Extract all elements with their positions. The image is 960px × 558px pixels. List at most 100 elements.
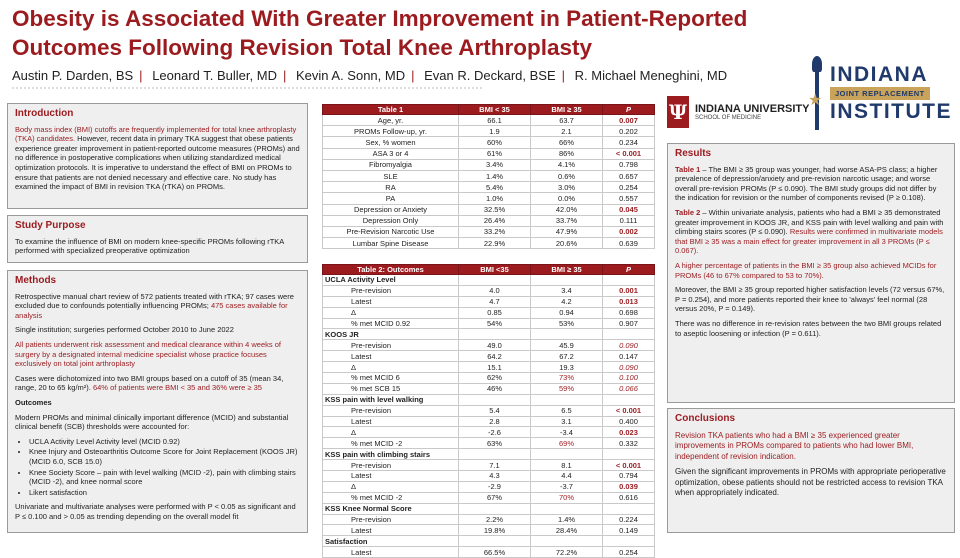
column-header: P: [602, 264, 655, 275]
bmi-ge-35-value: 72.2%: [530, 546, 603, 558]
p-value: 0.224: [602, 513, 655, 526]
empty-cell: [458, 393, 531, 406]
section-row: KSS Knee Normal Score: [322, 502, 655, 515]
empty-cell: [602, 535, 655, 548]
p-value: 0.254: [602, 181, 655, 194]
row-label: Latest: [322, 350, 459, 363]
empty-cell: [602, 328, 655, 341]
author-list: Austin P. Darden, BS | Leonard T. Buller,…: [12, 68, 728, 83]
results-highlight: A higher percentage of patients in the B…: [675, 260, 937, 280]
p-value: 0.798: [602, 158, 655, 171]
bmi-lt-35-value: 4.7: [458, 295, 531, 308]
section-title: KOOS JR: [322, 328, 459, 341]
author: Kevin A. Sonn, MD: [295, 68, 406, 83]
bmi-ge-35-value: 6.5: [530, 404, 603, 417]
row-label: Δ: [322, 306, 459, 319]
table-row: Δ 0.85 0.94 0.698: [322, 306, 655, 319]
author: Evan R. Deckard, BSE: [424, 68, 556, 83]
empty-cell: [602, 274, 655, 286]
table-row: Latest 2.8 3.1 0.400: [322, 415, 655, 428]
section-title: UCLA Activity Level: [322, 274, 459, 286]
bmi-ge-35-value: 0.0%: [530, 192, 603, 205]
bmi-ge-35-value: 1.4%: [530, 513, 603, 526]
bmi-lt-35-value: 33.2%: [458, 225, 531, 239]
empty-cell: [530, 448, 603, 461]
results-highlight: Results were confirmed in multivariate m…: [675, 227, 943, 256]
p-value: < 0.001: [602, 459, 655, 472]
column-header: BMI <35: [458, 264, 531, 275]
results-text: – The BMI ≥ 35 group was younger, had wo…: [675, 164, 938, 203]
p-value: 0.202: [602, 125, 655, 138]
bmi-lt-35-value: 32.5%: [458, 203, 531, 216]
row-label: % met MCID -2: [322, 437, 459, 450]
bmi-lt-35-value: 67%: [458, 491, 531, 504]
bmi-ge-35-value: 3.4: [530, 284, 603, 297]
table-row: Sex, % women 60% 66% 0.234: [322, 136, 655, 149]
section-row: UCLA Activity Level: [322, 274, 655, 286]
section-row: KOOS JR: [322, 328, 655, 341]
row-label: % met MCID 0.92: [322, 317, 459, 330]
methods-text: Univariate and multivariate analyses wer…: [15, 502, 296, 521]
p-value: 0.616: [602, 491, 655, 504]
bmi-ge-35-value: 8.1: [530, 459, 603, 472]
row-label: Depression or Anxiety: [322, 203, 459, 216]
intro-text: However, recent data in primary TKA sugg…: [15, 134, 300, 192]
table-row: PA 1.0% 0.0% 0.557: [322, 192, 655, 205]
iu-school: SCHOOL OF MEDICINE: [695, 115, 762, 121]
section-heading: Results: [675, 148, 712, 159]
logo-text: INDIANA: [830, 62, 928, 86]
methods-text: Modern PROMs and minimal clinically impo…: [15, 412, 289, 432]
bmi-ge-35-value: 28.4%: [530, 524, 603, 537]
bmi-lt-35-value: 1.9: [458, 125, 531, 138]
section-row: KSS pain with level walking: [322, 393, 655, 406]
row-label: Latest: [322, 470, 459, 482]
bmi-ge-35-value: 42.0%: [530, 203, 603, 216]
bmi-ge-35-value: 86%: [530, 147, 603, 160]
column-header: Table 1: [322, 104, 459, 115]
p-value: 0.090: [602, 339, 655, 352]
introduction-section: Introduction Body mass index (BMI) cutof…: [7, 103, 308, 209]
row-label: Pre-revision: [322, 284, 459, 297]
bmi-lt-35-value: 5.4%: [458, 181, 531, 194]
section-title: Satisfaction: [322, 535, 459, 548]
table-row: Depression Only 26.4% 33.7% 0.111: [322, 214, 655, 227]
p-value: 0.557: [602, 192, 655, 205]
p-value: 0.045: [602, 203, 655, 216]
bmi-ge-35-value: 47.9%: [530, 225, 603, 239]
bmi-lt-35-value: 63%: [458, 437, 531, 450]
row-label: % met MCID 6: [322, 372, 459, 384]
affiliations-line: [12, 87, 482, 90]
torch-icon: ★: [808, 56, 824, 130]
bmi-ge-35-value: 69%: [530, 437, 603, 450]
section-heading: Methods: [15, 275, 57, 286]
outcomes-list: UCLA Activity Level Activity level (MCID…: [29, 437, 300, 498]
bmi-lt-35-value: 15.1: [458, 361, 531, 374]
bmi-ge-35-value: 3.0%: [530, 181, 603, 194]
poster-title: Obesity is Associated With Greater Impro…: [12, 6, 748, 60]
p-value: 0.039: [602, 480, 655, 493]
table-row: PROMs Follow-up, yr. 1.9 2.1 0.202: [322, 125, 655, 138]
empty-cell: [530, 328, 603, 341]
table-row: Depression or Anxiety 32.5% 42.0% 0.045: [322, 203, 655, 216]
purpose-text: To examine the influence of BMI on moder…: [15, 236, 284, 256]
bmi-ge-35-value: 33.7%: [530, 214, 603, 227]
table-row: Pre-Revision Narcotic Use 33.2% 47.9% 0.002: [322, 225, 655, 239]
row-label: Δ: [322, 361, 459, 374]
section-row: KSS pain with climbing stairs: [322, 448, 655, 461]
author: Austin P. Darden, BS: [12, 68, 134, 83]
row-label: % met SCB 15: [322, 382, 459, 395]
bmi-ge-35-value: -3.7: [530, 480, 603, 493]
row-label: RA: [322, 181, 459, 194]
table-row: Latest 19.8% 28.4% 0.149: [322, 524, 655, 537]
p-value: < 0.001: [602, 147, 655, 160]
row-label: Pre-revision: [322, 513, 459, 526]
bmi-ge-35-value: -3.4: [530, 426, 603, 439]
bmi-lt-35-value: 5.4: [458, 404, 531, 417]
bmi-lt-35-value: 7.1: [458, 459, 531, 472]
empty-cell: [458, 448, 531, 461]
p-value: 0.794: [602, 470, 655, 482]
table-row: Latest 64.2 67.2 0.147: [322, 350, 655, 363]
empty-cell: [458, 274, 531, 286]
p-value: 0.090: [602, 361, 655, 374]
iu-school-of-medicine-logo: Ψ INDIANA UNIVERSITY SCHOOL OF MEDICINE: [667, 96, 810, 128]
